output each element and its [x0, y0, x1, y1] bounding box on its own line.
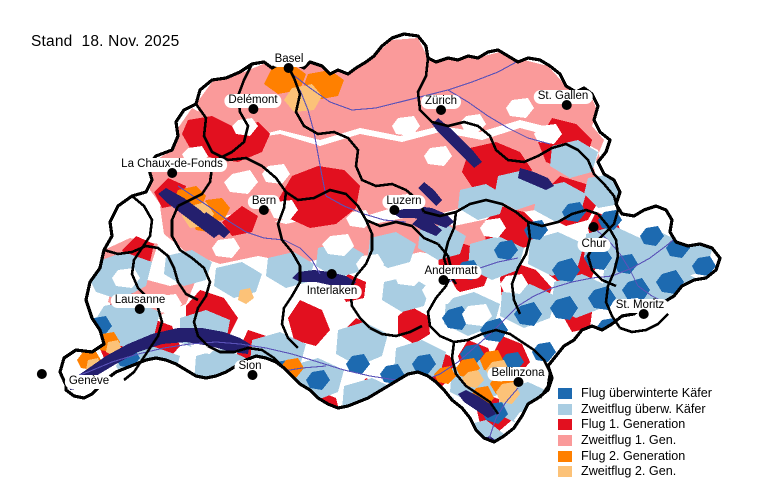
- city-label-geneve: Genève: [36, 369, 114, 389]
- city-dot-bellinzona: [512, 377, 523, 387]
- city-dot-luzern: [389, 205, 400, 215]
- city-dot-delemont: [248, 104, 258, 114]
- city-label-interlaken: Interlaken: [302, 269, 362, 299]
- legend-item-zweitflug-ueberw-kaefer: Zweitflug überw. Käfer: [558, 402, 776, 418]
- legend-swatch-3: [558, 435, 572, 447]
- city-dot-sion: [247, 370, 258, 380]
- city-label-lausanne: Lausanne: [110, 290, 170, 314]
- legend-swatch-0: [558, 388, 572, 400]
- legend-item-zweitflug-2-gen: Zweitflug 2. Gen.: [558, 464, 776, 480]
- status-date-label: Stand 18. Nov. 2025: [31, 33, 180, 50]
- city-dot-geneve: [36, 369, 47, 379]
- city-label-delemont: Delémont: [224, 90, 282, 114]
- legend-swatch-4: [558, 450, 572, 462]
- city-label-zurich: Zürich: [421, 91, 461, 115]
- cantonal-borders: [103, 57, 669, 415]
- legend-item-flug-2-generation: Flug 2. Generation: [558, 448, 776, 464]
- city-dot-chur: [589, 222, 599, 232]
- city-label-sion: Sion: [234, 356, 266, 380]
- city-dot-st-moritz: [638, 309, 649, 319]
- city-dot-andermatt: [438, 275, 449, 285]
- city-dot-bern: [258, 205, 269, 215]
- legend-item-flug-1-generation: Flug 1. Generation: [558, 417, 776, 433]
- city-label-st-gallen: St. Gallen: [533, 86, 593, 110]
- city-dot-basel: [284, 63, 294, 73]
- city-label-bern: Bern: [247, 191, 281, 215]
- legend-swatch-1: [558, 403, 572, 415]
- city-label-la-chaux-de-fonds: La Chaux-de-Fonds: [117, 154, 227, 178]
- city-label-luzern: Luzern: [382, 191, 426, 215]
- city-dot-la-chaux-de-fonds: [167, 168, 177, 178]
- rivers: [65, 59, 687, 442]
- city-label-andermatt: Andermatt: [420, 261, 482, 285]
- city-dot-zurich: [435, 105, 446, 115]
- city-dot-st-gallen: [562, 100, 573, 110]
- city-label-chur: Chur: [577, 222, 611, 252]
- legend: Flug überwinterte Käfer Zweitflug überw.…: [558, 386, 776, 480]
- city-label-st-moritz: St. Moritz: [611, 295, 669, 319]
- legend-item-zweitflug-1-gen: Zweitflug 1. Gen.: [558, 433, 776, 449]
- legend-swatch-2: [558, 419, 572, 431]
- city-dot-interlaken: [326, 269, 337, 279]
- city-dot-lausanne: [135, 304, 145, 314]
- city-label-bellinzona: Bellinzona: [487, 363, 549, 387]
- legend-item-flug-ueberwinterte-kaefer: Flug überwinterte Käfer: [558, 386, 776, 402]
- legend-swatch-5: [558, 466, 572, 478]
- city-label-basel: Basel: [270, 49, 308, 73]
